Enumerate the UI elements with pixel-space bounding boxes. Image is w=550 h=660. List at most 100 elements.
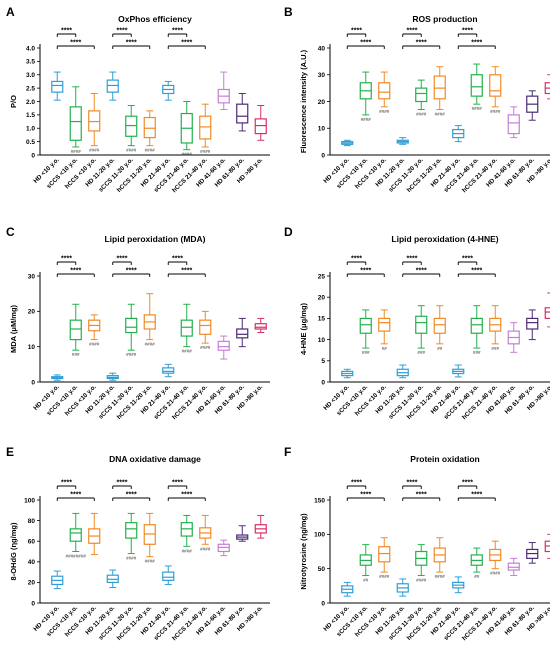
sig-label: **** [70, 492, 81, 499]
box-iqr [433, 75, 446, 100]
y-axis-label: 8-OHdG (ηg/mg) [9, 522, 18, 580]
hash-label: #### [379, 109, 390, 114]
box-iqr [106, 79, 119, 93]
hash-label: #### [89, 342, 100, 347]
box-4 [125, 105, 138, 147]
box-6 [162, 565, 175, 585]
y-axis-label: MDA (μM/mg) [9, 304, 18, 353]
box-iqr [125, 115, 138, 137]
sig-label: **** [351, 256, 362, 263]
hash-label: #### [200, 546, 211, 551]
box-1 [359, 544, 372, 577]
box-10 [526, 309, 539, 341]
hash-label: #### [200, 345, 211, 350]
hash-label: #### [435, 574, 446, 579]
sig-label: **** [351, 28, 362, 35]
y-tick-label: 0 [321, 600, 325, 607]
box-6 [162, 363, 175, 378]
panel-a: A OxPhos efficiency P/O 0 0.5 1.0 1.5 2.0 2.5 3.0… [6, 5, 270, 194]
sig-bracket: **** [402, 268, 441, 277]
sig-label: **** [416, 268, 427, 275]
box-iqr [69, 528, 82, 542]
sig-bracket: **** [56, 40, 95, 49]
sig-label: **** [126, 492, 137, 499]
box-iqr [88, 110, 101, 132]
sig-bracket: **** [112, 256, 132, 265]
box-0 [341, 368, 354, 379]
box-5 [433, 305, 446, 345]
hash-label: #### [472, 106, 483, 111]
box-iqr [143, 116, 156, 139]
y-tick-label: 5 [321, 358, 325, 365]
y-tick-label: 15 [318, 316, 326, 323]
box-9 [217, 539, 230, 557]
box-5 [143, 110, 156, 147]
box-4 [415, 79, 428, 111]
sig-bracket: **** [56, 256, 77, 265]
box-6 [452, 364, 465, 378]
box-10 [236, 92, 249, 132]
sig-label: **** [172, 256, 183, 263]
sig-bracket: **** [167, 480, 188, 489]
box-iqr [359, 317, 372, 334]
sig-bracket: **** [56, 28, 77, 37]
sig-label: **** [172, 480, 183, 487]
y-tick-label: 40 [28, 559, 36, 566]
panel-label: F [284, 445, 291, 459]
box-6 [162, 80, 175, 101]
sig-label: **** [416, 492, 427, 499]
box-3 [106, 372, 119, 381]
y-tick-label: 0 [321, 152, 325, 159]
sig-label: **** [462, 256, 473, 263]
hash-label: #### [182, 548, 193, 553]
sig-bracket: **** [56, 480, 77, 489]
box-iqr [254, 118, 267, 135]
sig-label: **** [61, 480, 72, 487]
box-11 [544, 292, 550, 328]
sig-bracket: **** [346, 268, 385, 277]
box-iqr [526, 317, 539, 330]
sig-label: **** [126, 40, 137, 47]
box-7 [470, 305, 483, 349]
sig-bracket: **** [167, 268, 206, 277]
box-8 [199, 103, 212, 148]
y-tick-label: 60 [28, 539, 36, 546]
box-11 [544, 74, 550, 100]
sig-bracket: **** [112, 28, 132, 37]
y-tick-label: 150 [314, 497, 325, 504]
box-1 [69, 86, 82, 148]
box-iqr [378, 317, 391, 332]
hash-label: ### [417, 350, 425, 355]
box-iqr [236, 328, 249, 339]
box-5 [433, 537, 446, 573]
hash-label: #### [145, 342, 156, 347]
box-7 [470, 547, 483, 573]
sig-bracket: **** [402, 40, 441, 49]
box-1 [359, 309, 372, 349]
y-tick-label: 25 [318, 273, 326, 280]
panel-label: D [284, 225, 293, 239]
sig-label: **** [360, 492, 371, 499]
panel-title: DNA oxidative damage [109, 454, 201, 464]
box-2 [88, 314, 101, 341]
sig-label: **** [117, 480, 128, 487]
sig-bracket: **** [346, 40, 385, 49]
box-iqr [254, 323, 267, 330]
sig-bracket: **** [167, 256, 188, 265]
panel-f: F Protein oxidation Nitrotyrosine (ηg/mg) 0… [284, 445, 550, 642]
sig-label: **** [61, 28, 72, 35]
hash-label: #### [379, 574, 390, 579]
y-tick-label: 30 [318, 72, 326, 79]
y-tick-label: 0.5 [26, 139, 35, 146]
box-11 [254, 105, 267, 141]
box-6 [452, 576, 465, 594]
panel-label: B [284, 5, 293, 19]
box-iqr [217, 340, 230, 351]
panel-label: A [6, 5, 15, 19]
panel-c: C Lipid peroxidation (MDA) MDA (μM/mg) 0 10 2… [6, 225, 270, 421]
sig-bracket: **** [346, 480, 367, 489]
box-7 [470, 63, 483, 105]
panel-label: E [6, 445, 14, 459]
box-6 [452, 125, 465, 143]
hash-label: ### [72, 352, 80, 357]
